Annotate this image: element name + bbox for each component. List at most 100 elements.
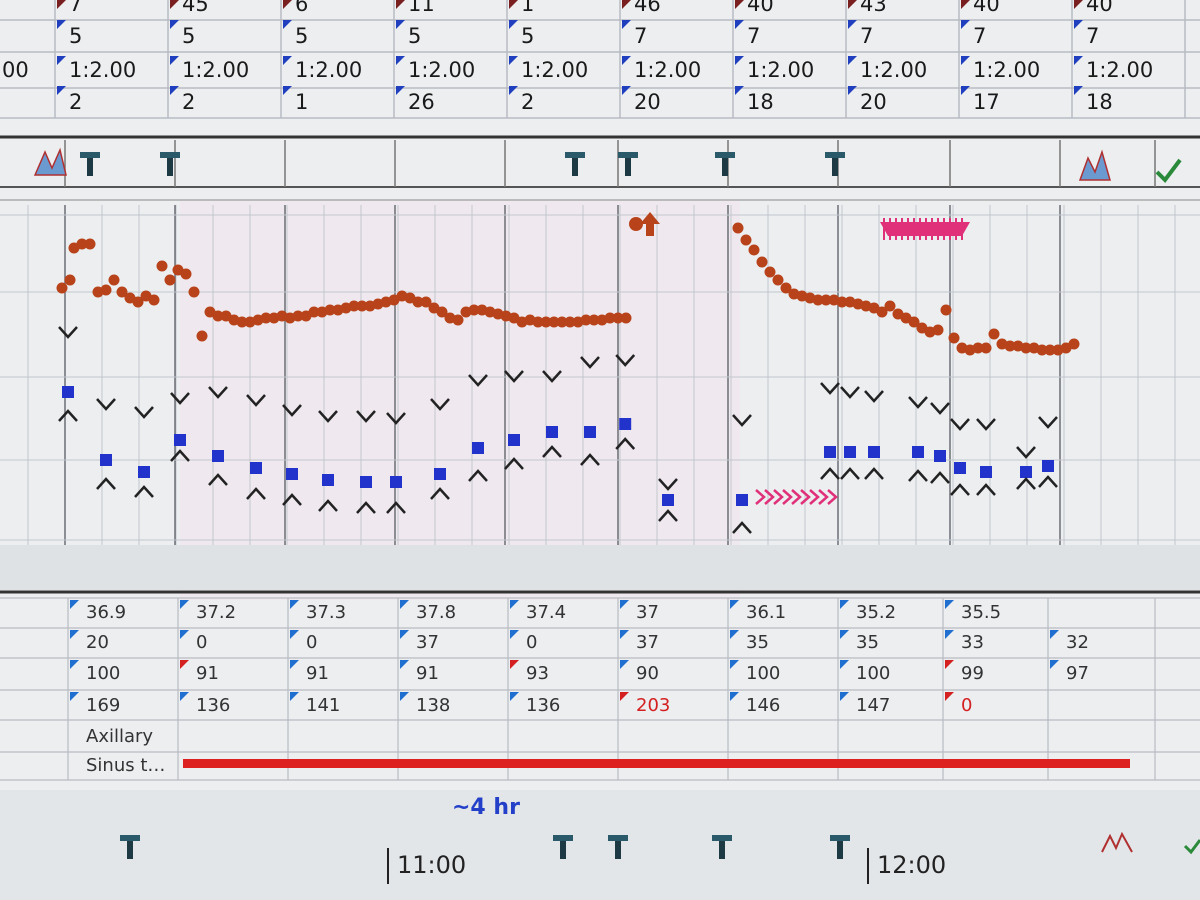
top-cell: 2 [69,90,82,114]
top-cell: 5 [182,24,195,48]
cell-marker [510,630,519,639]
heart-rate-dot [564,316,576,328]
cell-marker [848,86,857,95]
cell-marker [57,20,66,29]
heart-rate-dot [108,274,120,286]
top-cell: 1:2.00 [747,58,814,82]
systolic-caret [58,326,78,339]
event-marker [764,489,775,505]
systolic-caret [930,402,950,415]
mean-square [1020,466,1032,478]
systolic-caret [976,418,996,431]
event-marker [827,489,838,505]
top-cell: 2 [182,90,195,114]
timeline-icon [608,835,628,841]
cell-marker [400,630,409,639]
cell-marker [509,56,518,65]
cell-marker [70,630,79,639]
cell-marker [1050,630,1059,639]
systolic-caret [504,370,524,383]
bottom-cell: 20 [86,632,109,653]
heart-rate-dot [740,234,752,246]
top-cell: 45 [182,0,209,16]
heart-rate-dot [420,296,432,308]
timeline-icon [615,841,621,859]
timeline-icon [1183,839,1200,855]
heart-rate-dot [748,244,760,256]
bottom-cell: 37 [636,632,659,653]
cell-marker [840,660,849,669]
cell-marker [396,20,405,29]
event-icon [625,158,631,176]
timeline-icon [712,835,732,841]
heart-rate-dot [64,274,76,286]
heart-rate-dot [876,306,888,318]
heart-rate-dot [972,342,984,354]
heart-rate-dot [540,316,552,328]
systolic-caret [542,370,562,383]
heart-rate-dot [780,282,792,294]
cell-marker [622,20,631,29]
cell-marker [735,56,744,65]
systolic-caret [1016,446,1036,459]
bottom-cell: 91 [196,663,219,684]
mean-square [286,468,298,480]
systolic-caret [386,412,406,425]
systolic-caret [468,374,488,387]
cell-marker [509,86,518,95]
top-cell: 7 [634,24,647,48]
systolic-caret [732,414,752,427]
row-label: Axillary [86,726,153,747]
cell-marker [945,660,954,669]
cell-marker [735,86,744,95]
cell-marker [510,692,519,701]
event-icon [715,152,735,158]
top-cell: 7 [1086,24,1099,48]
top-cell: 6 [295,0,308,16]
cell-marker [57,0,66,9]
top-cell: 1:2.00 [69,58,136,82]
top-cell: 1:2.00 [295,58,362,82]
mean-square [934,450,946,462]
cell-marker [620,660,629,669]
cell-marker [848,20,857,29]
event-marker [773,489,784,505]
diastolic-caret [658,509,678,522]
heart-rate-dot [948,332,960,344]
bottom-cell: 32 [1066,632,1089,653]
event-icon [1078,149,1111,181]
diastolic-caret [134,485,154,498]
bottom-cell: 37.2 [196,602,236,623]
bottom-cell: 91 [306,663,329,684]
mean-square [472,442,484,454]
systolic-caret [950,418,970,431]
cell-marker [170,56,179,65]
mean-square [174,434,186,446]
timeline-icon [120,835,140,841]
event-marker [640,212,660,236]
cell-marker [510,660,519,669]
heart-rate-dot [116,286,128,298]
cell-marker [283,86,292,95]
cell-marker [170,0,179,9]
systolic-caret [658,478,678,491]
cell-marker [735,20,744,29]
bottom-cell: 93 [526,663,549,684]
heart-rate-dot [308,306,320,318]
heart-rate-dot [180,268,192,280]
heart-rate-dot [76,238,88,250]
heart-rate-dot [260,312,272,324]
systolic-caret [170,392,190,405]
cell-marker [620,600,629,609]
cell-marker [400,600,409,609]
bottom-cell: 97 [1066,663,1089,684]
bottom-cell: 0 [961,695,972,716]
top-cell: 17 [973,90,1000,114]
systolic-caret [318,410,338,423]
bottom-cell: 0 [196,632,207,653]
heart-rate-dot [812,294,824,306]
heart-rate-dot [1036,344,1048,356]
diastolic-caret [246,487,266,500]
event-icon [33,147,67,176]
top-cell: 18 [1086,90,1113,114]
